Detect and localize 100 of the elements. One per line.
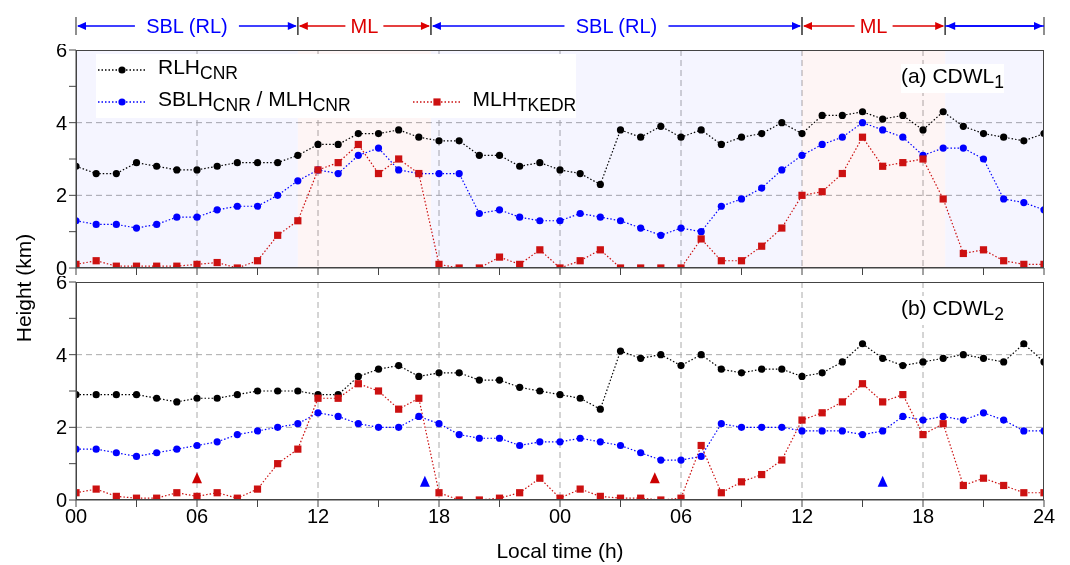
point (132, 391, 141, 399)
point (556, 217, 564, 225)
y-tick-label: 2 (55, 416, 67, 439)
point (374, 423, 383, 431)
point (253, 159, 262, 167)
point (173, 213, 181, 221)
annotation: (b) CDWL$_{2}$ (900, 296, 1004, 326)
legend-label: ML (859, 15, 888, 37)
point (737, 478, 746, 486)
point (616, 217, 625, 225)
point (536, 217, 544, 225)
point (495, 376, 504, 384)
point (657, 351, 665, 359)
point (153, 220, 161, 228)
point (1000, 195, 1008, 203)
point (556, 391, 564, 399)
point (899, 361, 907, 370)
point (798, 427, 806, 435)
point (737, 423, 746, 431)
point (778, 119, 786, 127)
point (959, 481, 967, 490)
point (939, 354, 947, 362)
point (576, 257, 584, 265)
point (112, 449, 120, 457)
point (616, 347, 625, 355)
point (233, 202, 241, 210)
y-axis-title: Height (km) (12, 233, 36, 343)
point (495, 253, 504, 261)
point (193, 492, 201, 500)
point (374, 169, 383, 178)
point (919, 155, 927, 163)
point (798, 372, 806, 381)
point (858, 340, 867, 348)
point (556, 438, 564, 446)
point (818, 427, 826, 435)
point (374, 129, 383, 138)
point (919, 416, 927, 424)
point (395, 423, 403, 431)
point (576, 169, 584, 178)
point (294, 151, 302, 159)
point (697, 235, 705, 243)
point (213, 258, 221, 267)
point (798, 129, 806, 138)
point (193, 166, 201, 174)
point (536, 438, 544, 446)
y-tick-label: 6 (55, 39, 67, 62)
point (374, 365, 383, 373)
point (475, 151, 483, 159)
legend-label: SBL (RL) (146, 15, 228, 37)
point (354, 420, 362, 428)
point (475, 376, 483, 384)
point (334, 412, 342, 421)
point (173, 166, 181, 174)
point (697, 228, 705, 236)
point (516, 441, 524, 450)
point (112, 169, 120, 178)
point (395, 126, 403, 134)
point (435, 369, 443, 377)
point (1020, 427, 1028, 435)
point (758, 184, 766, 192)
point (374, 144, 383, 152)
point (253, 427, 262, 435)
point (314, 140, 322, 149)
point (435, 137, 443, 145)
point (516, 213, 524, 221)
point (173, 445, 181, 453)
point (818, 409, 826, 417)
point (717, 420, 725, 428)
point (858, 380, 867, 388)
point (778, 224, 786, 232)
point (737, 133, 746, 141)
point (818, 369, 826, 377)
point (838, 427, 846, 435)
point (616, 126, 625, 134)
point (879, 427, 887, 435)
point (253, 202, 262, 210)
point (435, 489, 443, 497)
point (959, 416, 967, 424)
x-tick-label: 06 (669, 505, 693, 528)
point (899, 391, 907, 399)
x-tick-label: 18 (911, 505, 935, 528)
point (758, 423, 766, 431)
x-tick-label: 00 (548, 505, 572, 528)
point (455, 137, 463, 145)
point (798, 416, 806, 424)
point (919, 431, 927, 439)
point (274, 231, 282, 239)
point (758, 470, 766, 479)
point (294, 177, 302, 185)
point (979, 354, 988, 362)
point (637, 133, 645, 141)
point (959, 351, 967, 359)
point (435, 169, 443, 178)
point (1000, 416, 1008, 424)
point (596, 180, 604, 189)
legend-label: ML (350, 15, 379, 37)
point (415, 133, 423, 141)
point (354, 151, 362, 159)
point (213, 489, 221, 497)
point (294, 387, 302, 395)
